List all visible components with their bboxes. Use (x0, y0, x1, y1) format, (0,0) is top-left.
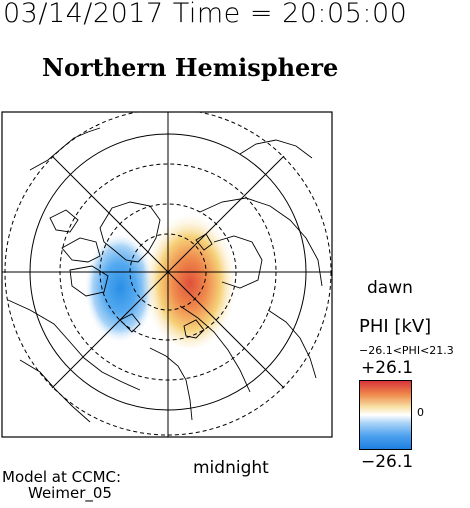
colorbar-zero-label: 0 (417, 406, 424, 419)
dawn-label: dawn (367, 278, 413, 298)
hemisphere-title: Northern Hemisphere (42, 53, 339, 82)
colorbar-range: −26.1<PHI<21.3 (359, 344, 454, 357)
coastlines (7, 127, 323, 423)
polar-map-svg (1, 111, 333, 438)
meridian-diagonal-2 (51, 155, 285, 389)
negative-potential-cell (84, 232, 156, 344)
colorbar-max-label: +26.1 (361, 358, 414, 378)
polar-map (0, 110, 335, 440)
model-credit-line2: Weimer_05 (28, 484, 112, 502)
colorbar-title: PHI [kV] (359, 316, 432, 337)
model-credit-line1: Model at CCMC: (2, 468, 122, 486)
timestamp: 03/14/2017 Time = 20:05:00 (3, 0, 408, 29)
colorbar-min-label: −26.1 (361, 452, 414, 472)
colorbar (359, 380, 412, 450)
midnight-label: midnight (193, 458, 269, 478)
colorbar-gradient (360, 381, 411, 449)
positive-potential-cell (142, 204, 238, 348)
